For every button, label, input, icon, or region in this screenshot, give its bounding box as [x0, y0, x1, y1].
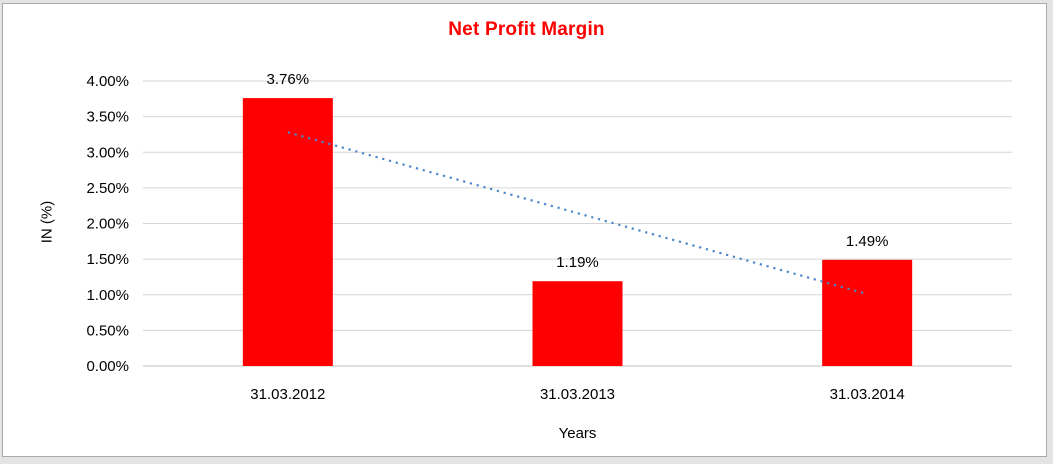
x-tick-label: 31.03.2012: [250, 386, 325, 403]
y-tick-label: 0.00%: [86, 358, 129, 375]
x-axis-title: Years: [558, 425, 597, 442]
x-tick-label: 31.03.2013: [540, 386, 615, 403]
chart-title: Net Profit Margin: [448, 19, 605, 40]
y-tick-label: 1.00%: [86, 287, 129, 304]
y-tick-label: 2.00%: [86, 216, 129, 233]
bar-value-label: 1.49%: [846, 233, 889, 250]
y-tick-label: 2.50%: [86, 180, 129, 197]
y-tick-label: 3.50%: [86, 109, 129, 126]
bar-value-label: 3.76%: [267, 71, 310, 88]
bar-31.03.2013: [532, 281, 623, 366]
y-tick-label: 4.00%: [86, 73, 129, 90]
chart-window: [2, 3, 1047, 457]
y-tick-label: 1.50%: [86, 251, 129, 268]
x-tick-label: 31.03.2014: [830, 386, 905, 403]
bar-31.03.2012: [242, 98, 333, 366]
bar-value-label: 1.19%: [556, 254, 599, 271]
bar-31.03.2014: [822, 259, 913, 366]
y-tick-label: 0.50%: [86, 322, 129, 339]
y-tick-label: 3.00%: [86, 144, 129, 161]
